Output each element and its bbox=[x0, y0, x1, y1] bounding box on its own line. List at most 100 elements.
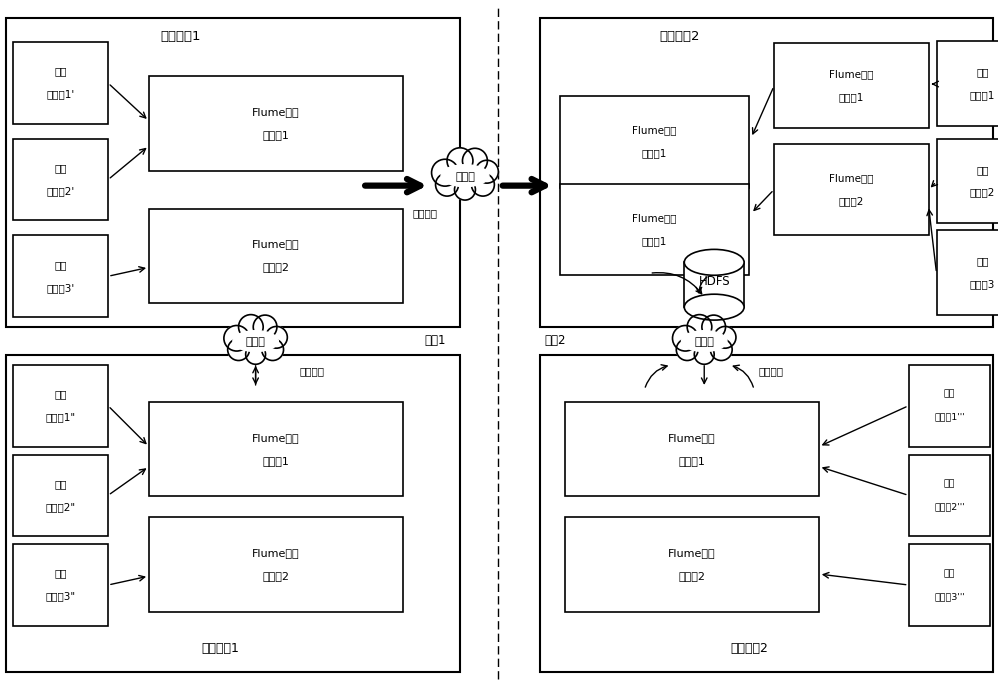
Ellipse shape bbox=[233, 331, 278, 351]
Bar bbox=[6, 18, 460, 327]
Bar bbox=[552, 377, 889, 626]
Text: 网络专线: 网络专线 bbox=[413, 208, 438, 219]
Text: 采集: 采集 bbox=[54, 479, 67, 489]
Text: 客户端2: 客户端2 bbox=[970, 188, 995, 197]
Text: 接收端1: 接收端1 bbox=[263, 130, 289, 140]
Bar bbox=[6, 355, 460, 672]
Bar bbox=[909, 544, 990, 626]
Text: Flume二级: Flume二级 bbox=[829, 69, 874, 79]
Circle shape bbox=[436, 173, 458, 196]
Circle shape bbox=[266, 327, 287, 348]
Circle shape bbox=[462, 148, 487, 173]
Bar bbox=[13, 236, 108, 317]
Bar bbox=[13, 544, 108, 626]
Text: 接收端2: 接收端2 bbox=[678, 571, 705, 581]
Circle shape bbox=[228, 339, 249, 360]
Text: 采集: 采集 bbox=[976, 67, 989, 77]
Text: 采集: 采集 bbox=[54, 163, 67, 173]
Text: 接收端1: 接收端1 bbox=[678, 456, 705, 466]
Text: 采集: 采集 bbox=[54, 569, 67, 579]
Bar bbox=[909, 455, 990, 536]
Text: 采集: 采集 bbox=[944, 390, 955, 399]
Circle shape bbox=[224, 325, 249, 351]
Circle shape bbox=[687, 314, 712, 339]
Bar bbox=[13, 42, 108, 124]
Text: Flume三级: Flume三级 bbox=[252, 433, 300, 443]
Text: Flume二级: Flume二级 bbox=[829, 173, 874, 183]
Text: 分支机扸2: 分支机扸2 bbox=[730, 643, 768, 656]
Text: 数据中心1: 数据中心1 bbox=[161, 29, 201, 42]
Text: 客户端1: 客户端1 bbox=[970, 90, 995, 100]
Bar bbox=[685, 262, 743, 306]
Bar bbox=[552, 58, 761, 277]
Circle shape bbox=[432, 159, 458, 186]
Text: 接收端1: 接收端1 bbox=[839, 92, 864, 102]
Bar bbox=[149, 517, 403, 612]
Bar bbox=[13, 365, 108, 447]
Text: 采集: 采集 bbox=[944, 569, 955, 578]
Text: 采集: 采集 bbox=[944, 479, 955, 488]
Text: 普通线路: 普通线路 bbox=[300, 366, 325, 376]
Text: 客户端2": 客户端2" bbox=[46, 502, 76, 512]
Text: Flume一级: Flume一级 bbox=[632, 125, 677, 136]
Circle shape bbox=[246, 345, 266, 364]
Text: 广域网: 广域网 bbox=[455, 172, 475, 182]
Ellipse shape bbox=[441, 164, 489, 186]
Text: 客户端1": 客户端1" bbox=[46, 412, 76, 422]
Bar bbox=[774, 144, 929, 236]
Bar bbox=[149, 208, 403, 303]
Text: 接收端2: 接收端2 bbox=[263, 571, 290, 581]
Ellipse shape bbox=[681, 331, 727, 351]
Bar bbox=[565, 402, 819, 497]
Text: HDFS: HDFS bbox=[698, 275, 730, 288]
Ellipse shape bbox=[684, 294, 744, 320]
Text: 采集: 采集 bbox=[976, 164, 989, 175]
Bar bbox=[560, 96, 749, 188]
Bar bbox=[937, 41, 1000, 126]
Circle shape bbox=[710, 339, 732, 360]
Text: 广域网: 广域网 bbox=[694, 337, 714, 347]
Circle shape bbox=[471, 173, 494, 196]
Text: 接收端1: 接收端1 bbox=[642, 236, 667, 246]
Circle shape bbox=[676, 339, 698, 360]
Text: 采集: 采集 bbox=[54, 66, 67, 77]
Bar bbox=[13, 455, 108, 536]
Ellipse shape bbox=[439, 163, 491, 188]
Circle shape bbox=[253, 315, 277, 339]
Text: 接收端2: 接收端2 bbox=[839, 196, 864, 206]
Circle shape bbox=[475, 160, 498, 183]
Bar bbox=[540, 18, 993, 327]
Circle shape bbox=[694, 345, 714, 364]
Bar bbox=[13, 139, 108, 221]
Circle shape bbox=[447, 148, 473, 174]
Text: Flume二级: Flume二级 bbox=[668, 548, 716, 558]
Bar bbox=[136, 46, 427, 317]
Circle shape bbox=[239, 314, 263, 339]
Text: 客户端3: 客户端3 bbox=[970, 279, 995, 289]
Text: 客户端3': 客户端3' bbox=[47, 283, 75, 292]
Text: 区域2: 区域2 bbox=[544, 334, 565, 347]
Bar bbox=[774, 43, 929, 128]
Text: 广域网: 广域网 bbox=[246, 337, 266, 347]
Circle shape bbox=[702, 315, 726, 339]
Text: 接收端1: 接收端1 bbox=[263, 456, 289, 466]
Circle shape bbox=[714, 327, 736, 348]
Text: 区域1: 区域1 bbox=[424, 334, 446, 347]
Text: 客户端3''': 客户端3''' bbox=[934, 592, 965, 601]
Text: 客户端1''': 客户端1''' bbox=[934, 412, 965, 422]
Bar bbox=[937, 139, 1000, 223]
Bar bbox=[560, 184, 749, 275]
Bar bbox=[149, 402, 403, 497]
Text: 客户端2': 客户端2' bbox=[47, 186, 75, 196]
Text: 普通线路: 普通线路 bbox=[759, 366, 784, 376]
Bar bbox=[540, 355, 993, 672]
Text: 采集: 采集 bbox=[976, 256, 989, 266]
Text: 接收端1: 接收端1 bbox=[642, 148, 667, 158]
Text: 客户端3": 客户端3" bbox=[46, 591, 76, 601]
Text: Flume二级: Flume二级 bbox=[252, 239, 300, 249]
Ellipse shape bbox=[231, 329, 280, 353]
Bar bbox=[565, 517, 819, 612]
Text: 客户端1': 客户端1' bbox=[47, 90, 75, 99]
Text: 采集: 采集 bbox=[54, 260, 67, 270]
Text: Flume二级: Flume二级 bbox=[668, 433, 716, 443]
